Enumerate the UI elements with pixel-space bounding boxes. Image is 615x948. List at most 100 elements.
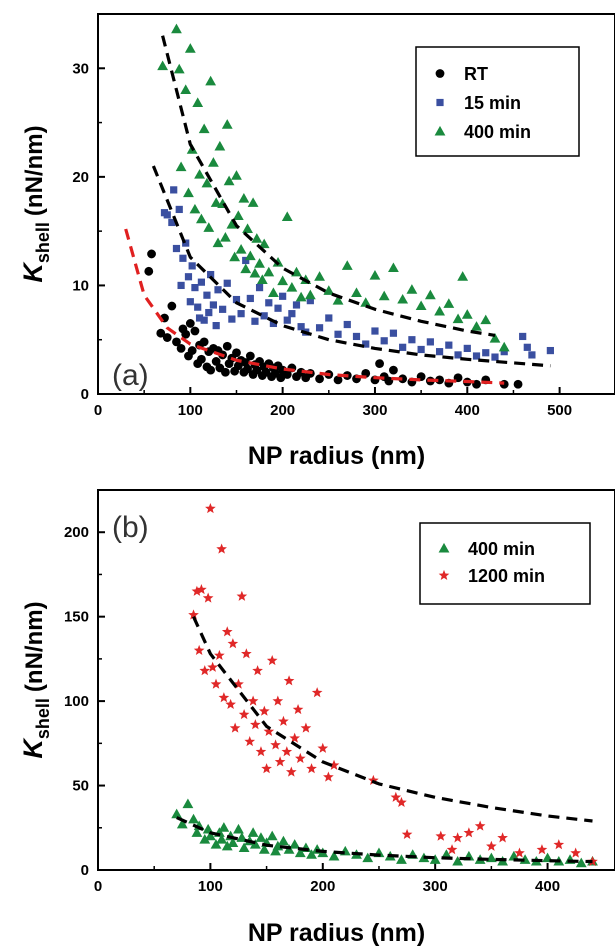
series-15-min: [160, 186, 554, 361]
data-point: [452, 855, 464, 866]
data-point: [471, 321, 482, 331]
data-point: [238, 709, 250, 720]
data-point: [362, 852, 374, 863]
data-point: [328, 850, 340, 861]
data-point: [278, 715, 289, 726]
series-1200-min: [188, 502, 598, 867]
data-point: [167, 301, 177, 311]
data-point: [491, 353, 499, 361]
data-point: [389, 365, 398, 375]
data-point: [485, 852, 497, 863]
data-point: [185, 319, 195, 328]
data-point: [193, 644, 205, 655]
data-point: [497, 832, 508, 843]
data-point: [514, 847, 525, 858]
data-point: [247, 197, 259, 207]
data-point: [272, 695, 284, 706]
data-point: [397, 293, 409, 304]
y-tick-label: 150: [64, 609, 89, 626]
data-point: [202, 592, 214, 603]
data-point: [429, 854, 441, 864]
data-point: [265, 299, 273, 307]
data-point: [434, 305, 445, 316]
data-point: [508, 850, 520, 861]
y-tick-label: 200: [64, 524, 89, 541]
data-point: [207, 270, 215, 279]
data-point: [283, 316, 291, 324]
data-point: [286, 282, 298, 292]
data-point: [446, 844, 458, 855]
data-point: [306, 849, 317, 859]
data-point: [182, 798, 194, 809]
data-point: [202, 823, 214, 834]
data-point: [195, 314, 204, 322]
data-point: [408, 336, 416, 344]
data-point: [249, 267, 261, 278]
data-point: [289, 732, 301, 743]
x-tick-label: 100: [178, 402, 203, 419]
data-point: [238, 192, 250, 203]
data-point: [304, 289, 316, 300]
legend-label: 400 min: [468, 539, 535, 559]
data-point: [254, 258, 265, 268]
legend-marker: [436, 98, 444, 107]
data-point: [208, 157, 219, 167]
data-point: [489, 333, 501, 343]
data-point: [360, 297, 372, 307]
data-point: [452, 313, 464, 324]
legend-label: 15 min: [464, 93, 521, 113]
data-point: [184, 273, 193, 281]
y-axis-label-subscript: shell: [33, 698, 53, 739]
data-point: [201, 177, 213, 188]
data-point: [295, 291, 307, 302]
data-point: [204, 830, 216, 841]
data-point: [252, 365, 262, 375]
data-point: [513, 379, 523, 389]
data-point: [274, 756, 286, 767]
data-point: [223, 175, 235, 186]
data-point: [147, 249, 156, 259]
data-point: [351, 287, 362, 298]
data-point: [172, 337, 181, 347]
x-tick-label: 0: [94, 878, 102, 895]
data-point: [210, 678, 222, 689]
data-point: [281, 746, 293, 757]
data-point: [176, 344, 186, 353]
data-point: [182, 239, 190, 247]
data-point: [343, 320, 351, 329]
data-point: [445, 341, 453, 349]
data-point: [461, 309, 473, 319]
data-point: [536, 844, 548, 855]
data-point: [247, 695, 259, 706]
data-point: [463, 344, 471, 352]
data-point: [570, 847, 581, 858]
data-point: [300, 722, 312, 733]
data-point: [474, 820, 486, 831]
data-point: [231, 170, 242, 180]
data-point: [277, 275, 289, 286]
data-point: [279, 292, 287, 300]
data-point: [457, 271, 469, 281]
data-point: [211, 357, 221, 366]
data-point: [221, 119, 233, 129]
data-point: [232, 295, 241, 304]
data-point: [472, 352, 481, 360]
data-point: [188, 813, 199, 824]
data-point: [196, 584, 207, 595]
data-point: [191, 284, 199, 292]
data-point: [196, 213, 207, 224]
data-point: [352, 332, 361, 341]
data-point: [288, 310, 296, 318]
panel-label: (a): [112, 359, 149, 392]
data-point: [435, 375, 444, 385]
data-point: [332, 295, 344, 305]
data-point: [192, 97, 204, 108]
data-point: [206, 365, 216, 375]
fit-curve: [151, 165, 551, 368]
data-point: [260, 312, 268, 320]
data-point: [575, 857, 587, 868]
data-point: [171, 23, 182, 34]
data-point: [341, 260, 353, 270]
data-point: [233, 678, 244, 689]
y-tick-label: 20: [72, 169, 89, 186]
